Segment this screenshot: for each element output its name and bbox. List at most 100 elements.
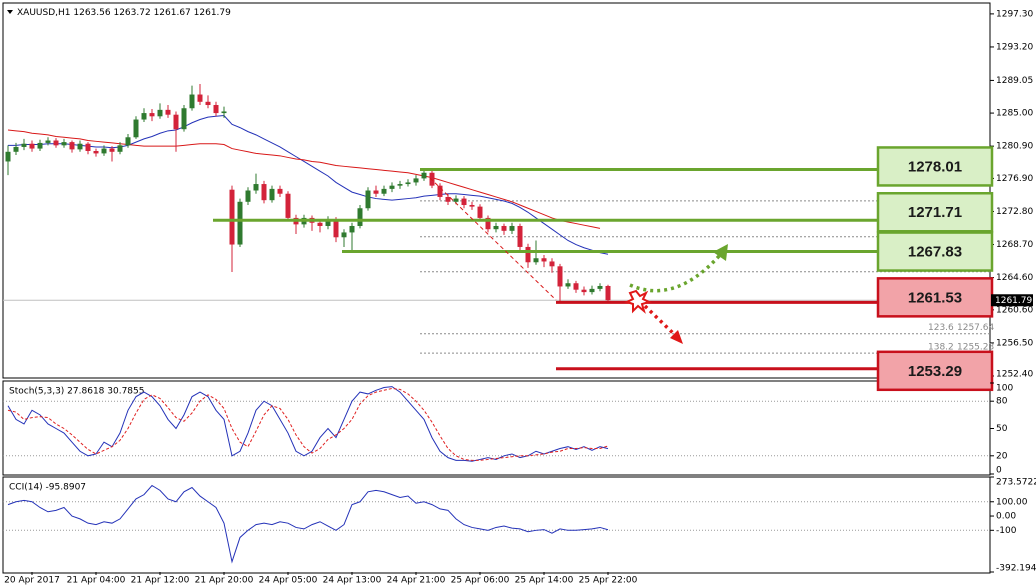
symbol: XAUUSD,H1 <box>17 8 71 18</box>
candle-body <box>133 119 139 138</box>
candle-body <box>421 172 427 179</box>
x-tick-label: 21 Apr 20:00 <box>195 576 254 586</box>
candle-body <box>565 283 571 287</box>
y-tick-label: -100 <box>996 526 1017 536</box>
burst-icon <box>624 289 652 314</box>
y-tick-label: 100 <box>996 384 1013 394</box>
x-tick-label: 24 Apr 21:00 <box>387 576 446 586</box>
candle-body <box>541 258 547 262</box>
bullish-arrowhead <box>713 244 728 261</box>
candle-body <box>557 266 563 287</box>
level-label: 1271.71 <box>908 204 962 221</box>
candle-body <box>93 150 99 154</box>
candle-body <box>501 225 507 231</box>
candle-body <box>269 188 275 201</box>
candle-body <box>549 261 555 267</box>
y-tick-label: 273.5722 <box>996 478 1036 488</box>
candle-body <box>405 182 411 185</box>
fib-price: 1257.64 <box>957 323 994 333</box>
candle-body <box>157 109 163 117</box>
fib-price: 1255.23 <box>957 343 994 353</box>
candle-body <box>381 188 387 194</box>
candle-body <box>317 222 323 226</box>
y-tick-label: 100.00 <box>996 497 1028 507</box>
indicator-line <box>7 387 609 461</box>
candle-body <box>357 208 363 226</box>
y-tick-label: 50 <box>996 424 1008 434</box>
x-tick-label: 25 Apr 06:00 <box>451 576 510 586</box>
trend-line <box>429 177 557 301</box>
cci-title: CCI(14) -95.8907 <box>9 483 86 493</box>
candle-body <box>437 185 443 197</box>
candle-body <box>245 190 251 202</box>
moving-average <box>7 129 601 229</box>
y-tick-label: -392.1940 <box>996 564 1036 574</box>
y-tick-label: 1260.60 <box>996 305 1033 315</box>
candle-body <box>21 143 27 147</box>
candle-body <box>5 151 11 162</box>
level-label: 1267.83 <box>908 244 962 261</box>
price-tag <box>991 294 1033 307</box>
price-tag-label: 1261.79 <box>995 296 1032 306</box>
y-tick-label: 1264.60 <box>996 273 1033 283</box>
candle-body <box>341 232 347 238</box>
candle-body <box>53 140 59 146</box>
candle-body <box>45 140 51 143</box>
candle-body <box>85 143 91 151</box>
candle-body <box>197 94 203 102</box>
candle-body <box>173 114 179 130</box>
candle-body <box>605 285 611 301</box>
candle-body <box>165 109 171 115</box>
candle-body <box>277 188 283 194</box>
header-high: 1263.72 <box>113 8 150 18</box>
candle-body <box>445 196 451 202</box>
candle-body <box>101 148 107 154</box>
candle-body <box>469 205 475 207</box>
candle-body <box>13 146 19 152</box>
stoch-title: Stoch(5,3,3) 27.8618 30.7855 <box>9 387 144 397</box>
indicator-line <box>7 386 609 462</box>
level-label: 1278.01 <box>908 158 962 175</box>
level-box <box>876 350 994 392</box>
y-tick-label: 1252.40 <box>996 370 1033 380</box>
x-tick-label: 25 Apr 14:00 <box>515 576 574 586</box>
x-tick-label: 25 Apr 22:00 <box>579 576 638 586</box>
fib-ratio: 138.2 <box>928 343 954 353</box>
candle-body <box>205 101 211 106</box>
y-tick-label: 0 <box>996 466 1002 476</box>
candle-body <box>109 148 115 152</box>
marks: 1297.30 1293.20 1289.05 1285.00 1280.90 1276.… <box>3 9 1036 586</box>
cci-panel <box>2 476 991 574</box>
menu-icon <box>7 10 13 14</box>
level-box <box>876 277 994 318</box>
y-tick-label: 80 <box>996 397 1008 407</box>
x-tick-label: 24 Apr 05:00 <box>259 576 318 586</box>
y-tick-label: 1297.30 <box>996 9 1033 19</box>
candle-body <box>397 184 403 186</box>
y-tick-label: 0.00 <box>996 512 1016 522</box>
candle-body <box>69 142 75 150</box>
candle-body <box>125 137 131 146</box>
candle-body <box>237 201 243 245</box>
candle-body <box>37 142 43 149</box>
candle-body <box>29 143 35 149</box>
candle-body <box>597 285 603 289</box>
bearish-arrowhead <box>670 330 683 344</box>
candle-body <box>589 288 595 293</box>
candle-body <box>413 178 419 183</box>
candle-body <box>517 225 523 247</box>
y-tick-label: 1289.05 <box>996 76 1033 86</box>
candle-body <box>77 143 83 150</box>
candle-body <box>285 193 291 218</box>
y-tick-label: 1268.70 <box>996 240 1033 250</box>
level-label: 1261.53 <box>908 289 962 306</box>
candle-body <box>581 289 587 293</box>
header-close: 1261.79 <box>194 8 231 18</box>
candle-body <box>485 217 491 230</box>
candle-body <box>333 219 339 238</box>
candle-body <box>261 184 267 201</box>
y-tick-label: 1256.50 <box>996 338 1033 348</box>
y-tick-label: 1285.00 <box>996 109 1033 119</box>
candle-body <box>117 145 123 152</box>
